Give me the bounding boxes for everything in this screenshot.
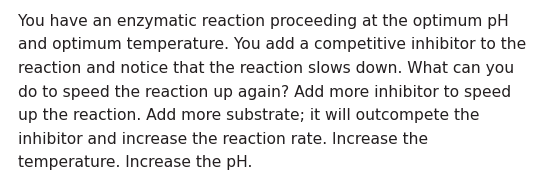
Text: and optimum temperature. You add a competitive inhibitor to the: and optimum temperature. You add a compe…	[18, 37, 526, 52]
Text: do to speed the reaction up again? Add more inhibitor to speed: do to speed the reaction up again? Add m…	[18, 84, 511, 99]
Text: up the reaction. Add more substrate; it will outcompete the: up the reaction. Add more substrate; it …	[18, 108, 479, 123]
Text: reaction and notice that the reaction slows down. What can you: reaction and notice that the reaction sl…	[18, 61, 514, 76]
Text: You have an enzymatic reaction proceeding at the optimum pH: You have an enzymatic reaction proceedin…	[18, 14, 509, 29]
Text: inhibitor and increase the reaction rate. Increase the: inhibitor and increase the reaction rate…	[18, 131, 428, 146]
Text: temperature. Increase the pH.: temperature. Increase the pH.	[18, 155, 252, 170]
